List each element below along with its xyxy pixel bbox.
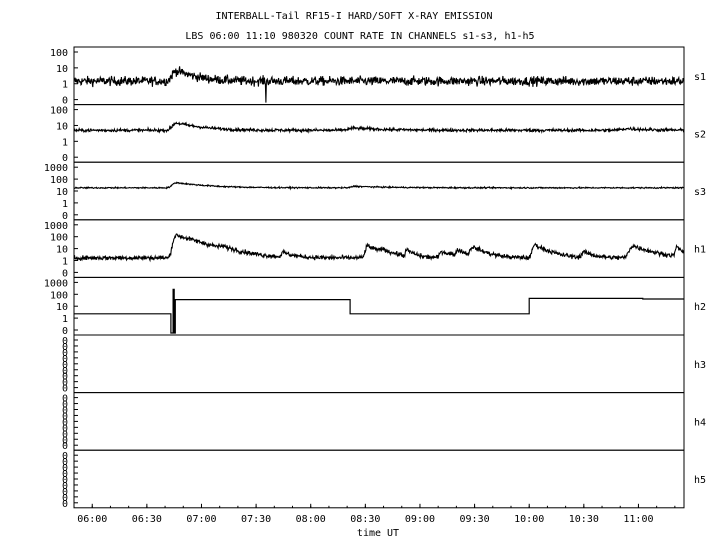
y-tick-label-s3: 1 (62, 199, 68, 210)
channel-label-s2: s2 (694, 129, 706, 140)
y-tick-label-h2: 1000 (44, 278, 68, 289)
channel-label-h4: h4 (694, 417, 706, 428)
panel-frame-h3 (73, 334, 685, 394)
series-line-s3 (73, 181, 685, 191)
series-line-s2 (73, 121, 685, 134)
y-tick-label-s1: 100 (50, 48, 68, 59)
y-tick-label-h3: 0 (62, 336, 68, 347)
y-tick-label-h3: 0 (62, 384, 68, 395)
y-tick-label-h2: 0 (62, 326, 68, 337)
series-line-s1 (73, 66, 685, 103)
series-line-h1 (73, 233, 685, 263)
y-tick-label-h5: 0 (62, 481, 68, 492)
y-tick-label-h1: 1 (62, 257, 68, 268)
y-tick-label-h5: 0 (62, 487, 68, 498)
y-tick-label-h1: 100 (50, 233, 68, 244)
panel-frame-h2 (73, 276, 685, 336)
x-tick-label: 06:00 (77, 514, 107, 525)
x-tick-label: 10:30 (569, 514, 599, 525)
series-line-h2 (74, 288, 684, 334)
x-tick-label: 11:00 (623, 514, 653, 525)
y-tick-label-h3: 0 (62, 372, 68, 383)
channel-panels: 1001010s11001010s210001001010s3100010010… (44, 46, 706, 510)
y-tick-label-h4: 0 (62, 417, 68, 428)
channel-label-h2: h2 (694, 302, 706, 313)
x-tick-label: 10:00 (514, 514, 544, 525)
y-tick-label-h4: 0 (62, 400, 68, 411)
x-tick-label: 09:30 (460, 514, 490, 525)
y-tick-label-s3: 100 (50, 175, 68, 186)
panel-frame-h5 (73, 449, 685, 509)
y-tick-label-h5: 0 (62, 457, 68, 468)
y-tick-label-h5: 0 (62, 463, 68, 474)
y-tick-label-h1: 10 (56, 245, 68, 256)
x-tick-label: 08:30 (350, 514, 380, 525)
panel-frame-s3 (73, 161, 685, 221)
y-tick-label-s3: 0 (62, 211, 68, 222)
y-tick-label-h5: 0 (62, 451, 68, 462)
y-tick-label-h4: 0 (62, 394, 68, 405)
y-tick-label-h5: 0 (62, 469, 68, 480)
y-tick-label-s1: 0 (62, 96, 68, 107)
y-tick-label-s2: 10 (56, 121, 68, 132)
chart-subtitle: LBS 06:00 11:10 980320 COUNT RATE IN CHA… (185, 31, 534, 42)
y-tick-label-h4: 0 (62, 406, 68, 417)
y-tick-label-h4: 0 (62, 423, 68, 434)
y-tick-label-h3: 0 (62, 360, 68, 371)
y-tick-label-h3: 0 (62, 378, 68, 389)
y-tick-label-s2: 1 (62, 137, 68, 148)
y-tick-label-h4: 0 (62, 429, 68, 440)
y-tick-label-h4: 0 (62, 441, 68, 452)
y-tick-label-h5: 0 (62, 499, 68, 510)
time-axis: 06:00 06:30 07:00 07:30 08:00 08:30 09:00 09:30… (73, 503, 676, 525)
y-tick-label-s3: 10 (56, 187, 68, 198)
x-tick-label: 07:30 (241, 514, 271, 525)
y-tick-label-h4: 0 (62, 435, 68, 446)
y-tick-label-h5: 0 (62, 493, 68, 504)
y-tick-label-h3: 0 (62, 342, 68, 353)
y-tick-label-s2: 0 (62, 153, 68, 164)
y-tick-label-h1: 0 (62, 268, 68, 279)
channel-label-s3: s3 (694, 187, 706, 198)
x-axis-label: time UT (357, 528, 399, 539)
x-tick-label: 06:30 (132, 514, 162, 525)
y-tick-label-s1: 10 (56, 64, 68, 75)
panel-frame-s1 (73, 46, 685, 106)
y-tick-label-s2: 100 (50, 106, 68, 117)
y-tick-label-h2: 10 (56, 302, 68, 313)
x-tick-label: 09:00 (405, 514, 435, 525)
x-tick-label: 08:00 (296, 514, 326, 525)
chart-title: INTERBALL-Tail RF15-I HARD/SOFT X-RAY EM… (216, 11, 493, 22)
y-tick-label-h1: 1000 (44, 221, 68, 232)
x-tick-label: 07:00 (186, 514, 216, 525)
y-tick-label-h3: 0 (62, 366, 68, 377)
y-tick-label-s3: 1000 (44, 163, 68, 174)
y-tick-label-h2: 1 (62, 314, 68, 325)
channel-label-h3: h3 (694, 360, 706, 371)
y-tick-label-h3: 0 (62, 354, 68, 365)
channel-label-h5: h5 (694, 475, 706, 486)
y-tick-label-h4: 0 (62, 411, 68, 422)
y-tick-label-h2: 100 (50, 290, 68, 301)
panel-frame-s2 (73, 104, 685, 163)
y-tick-label-s1: 1 (62, 80, 68, 91)
channel-label-s1: s1 (694, 72, 706, 83)
y-tick-label-h3: 0 (62, 348, 68, 359)
panel-frame-h4 (73, 392, 685, 451)
channel-label-h1: h1 (694, 245, 706, 256)
y-tick-label-h5: 0 (62, 475, 68, 486)
